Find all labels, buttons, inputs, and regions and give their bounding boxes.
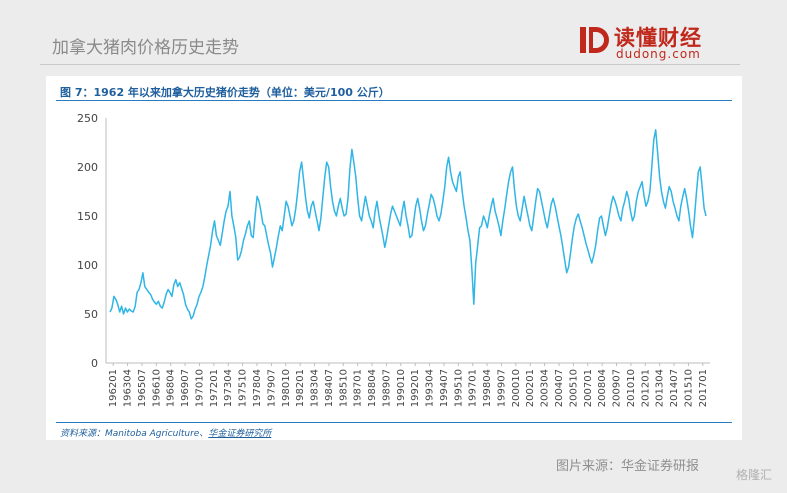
x-tick-label: 198407: [324, 369, 335, 407]
x-tick-label: 200701: [583, 369, 594, 407]
x-tick-label: 196907: [180, 369, 191, 407]
x-tick-label: 196507: [137, 369, 148, 407]
x-tick-label: 198510: [338, 369, 349, 407]
image-source: 图片来源：华金证券研报: [556, 459, 700, 474]
figure-source: 资料来源：Manitoba Agriculture、华金证券研究所: [60, 426, 271, 439]
x-tick-label: 196201: [108, 369, 119, 407]
series-line: [109, 129, 707, 320]
line-chart: 0 50 100 150 200 250 196201 196304 196507 196610 1…: [77, 112, 710, 407]
x-tick-label: 197304: [223, 369, 234, 407]
logo-domain: dudong.com: [616, 47, 701, 61]
watermark: 格隆汇: [736, 468, 773, 482]
x-tick-label: 197907: [266, 369, 277, 407]
x-tick-label: 200407: [554, 369, 565, 407]
y-tick-label: 250: [77, 112, 98, 125]
figure-card: 图 7：1962 年以来加拿大历史猪价走势（单位：美元/100 公斤） 0 50 1…: [46, 76, 742, 440]
x-tick-label: 201201: [640, 369, 651, 407]
x-tick-label: 197804: [252, 369, 263, 407]
figure-title-rule: [56, 100, 732, 101]
x-tick-label: 200010: [511, 369, 522, 407]
x-tick-label: 199907: [496, 369, 507, 407]
x-tick-label: 197510: [238, 369, 249, 407]
x-tick-label: 200201: [525, 369, 536, 407]
x-tick-label: 199701: [468, 369, 479, 407]
x-tick-label: 201510: [683, 369, 694, 407]
x-tick-label: 199407: [439, 369, 450, 407]
x-tick-label: 198804: [367, 369, 378, 407]
x-tick-label: 199201: [410, 369, 421, 407]
x-tick-label: 200804: [597, 369, 608, 407]
header-divider: [40, 64, 740, 65]
x-tick-label: 198010: [281, 369, 292, 407]
x-tick-label: 196610: [151, 369, 162, 407]
figure-title: 图 7：1962 年以来加拿大历史猪价走势（单位：美元/100 公斤）: [60, 86, 390, 99]
x-tick-label: 200510: [568, 369, 579, 407]
source-rule: [56, 422, 732, 423]
y-tick-label: 0: [91, 357, 98, 370]
x-tick-label: 200304: [540, 369, 551, 407]
source-highlight: 华金证券研究所: [208, 429, 272, 439]
x-tick-label: 199304: [425, 369, 436, 407]
x-tick-label: 196304: [123, 369, 134, 407]
page-title: 加拿大猪肉价格历史走势: [52, 38, 239, 58]
x-tick-label: 198201: [295, 369, 306, 407]
x-tick-label: 199510: [453, 369, 464, 407]
x-tick-label: 201407: [669, 369, 680, 407]
logo-name: 读懂财经: [614, 26, 702, 50]
x-tick-label: 196804: [166, 369, 177, 407]
x-tick-label: 198304: [310, 369, 321, 407]
x-tick-label: 197201: [209, 369, 220, 407]
x-tick-label: 198907: [381, 369, 392, 407]
x-tick-label: 201701: [698, 369, 709, 407]
x-tick-label: 201010: [626, 369, 637, 407]
y-tick-label: 100: [77, 259, 98, 272]
x-tick-label: 199804: [482, 369, 493, 407]
brand-logo: 读懂财经 dudong.com: [578, 22, 718, 64]
x-tick-label: 200907: [612, 369, 623, 407]
x-tick-label: 201304: [655, 369, 666, 407]
y-tick-label: 200: [77, 161, 98, 174]
x-tick-label: 197010: [194, 369, 205, 407]
source-prefix: 资料来源：Manitoba Agriculture、: [60, 429, 209, 439]
x-tick-label: 198701: [353, 369, 364, 407]
x-tick-label: 199010: [396, 369, 407, 407]
y-tick-label: 150: [77, 210, 98, 223]
logo-d-icon: [580, 27, 609, 53]
y-tick-label: 50: [84, 308, 98, 321]
